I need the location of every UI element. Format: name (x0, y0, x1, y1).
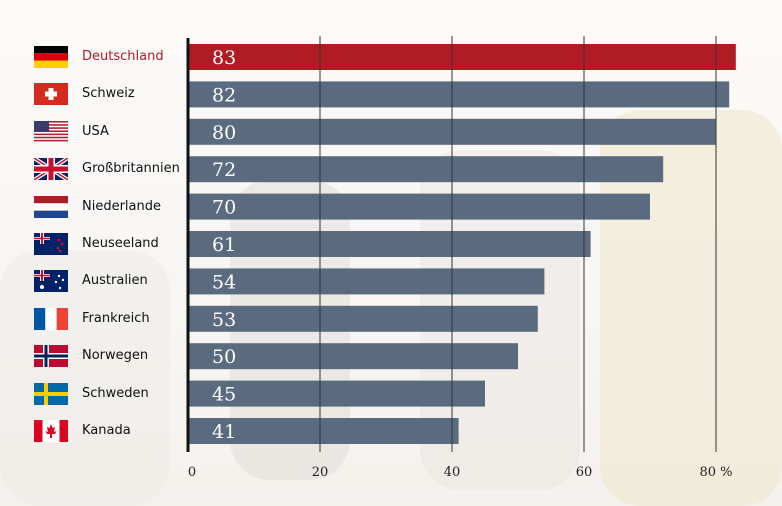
x-tick-label: 20 (312, 465, 329, 480)
x-tick-label: 0 (188, 465, 196, 480)
data-label: 50 (212, 346, 236, 368)
country-label: Schweden (82, 385, 149, 401)
bar (188, 81, 730, 108)
flag-norway-icon (34, 345, 68, 368)
data-label: 41 (212, 421, 236, 443)
country-label: Niederlande (82, 198, 161, 214)
bar (188, 380, 485, 407)
country-label: Neuseeland (82, 236, 159, 251)
flag-germany-icon (34, 46, 68, 68)
x-tick-label: 40 (444, 465, 461, 480)
bar (188, 418, 459, 444)
data-label: 80 (212, 122, 236, 144)
data-label: 54 (212, 271, 236, 293)
country-label: Kanada (82, 423, 131, 438)
country-label: Großbritannien (82, 161, 180, 177)
bar (188, 268, 545, 295)
data-label: 45 (212, 384, 236, 406)
country-label: Frankreich (82, 310, 150, 326)
flag-usa-icon (34, 120, 68, 143)
flag-uk-icon (34, 158, 68, 181)
x-tick-label: 60 (576, 465, 593, 480)
bar (188, 156, 664, 183)
flag-france-icon (34, 307, 68, 330)
data-label: 53 (212, 309, 236, 331)
data-label: 83 (212, 47, 236, 69)
country-label: Australien (82, 273, 148, 289)
bar (188, 44, 736, 70)
bar (188, 193, 650, 220)
data-label: 72 (212, 159, 236, 181)
data-label: 82 (212, 84, 236, 106)
data-label: 61 (212, 234, 236, 256)
country-label: USA (82, 123, 109, 139)
flag-australia-icon (34, 270, 68, 293)
bar (188, 231, 591, 257)
bar (188, 343, 518, 370)
flag-new-zealand-icon (34, 233, 68, 255)
flag-netherlands-icon (34, 195, 68, 218)
flag-switzerland-icon (34, 83, 68, 106)
x-tick-label: 80 % (699, 465, 732, 480)
country-label: Deutschland (82, 49, 164, 64)
country-label: Schweiz (82, 86, 135, 102)
country-label: Norwegen (82, 348, 149, 364)
flag-canada-icon (34, 420, 68, 442)
bar (188, 305, 538, 332)
flag-sweden-icon (34, 382, 68, 405)
data-label: 70 (212, 197, 236, 219)
